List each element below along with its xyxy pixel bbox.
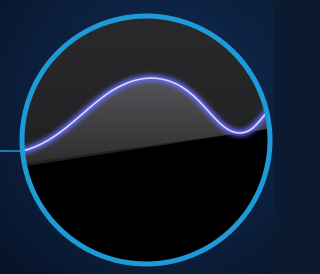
- page: [0, 0, 320, 274]
- icon: [0, 0, 274, 274]
